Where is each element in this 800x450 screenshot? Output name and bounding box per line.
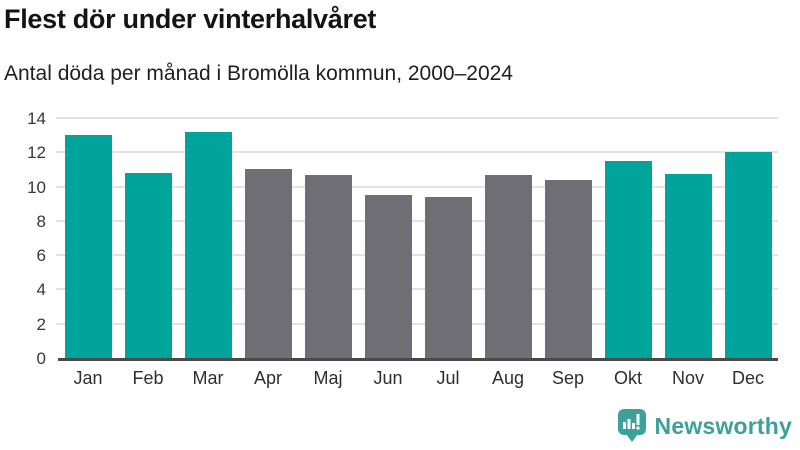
y-tick-label-12: 12: [27, 143, 46, 163]
bar-slot-aug: [478, 118, 538, 358]
x-tick-label-mar: Mar: [192, 368, 224, 388]
gridline-12: [56, 151, 778, 154]
bar-jan: [64, 135, 112, 358]
bar-slot-mar: [178, 118, 238, 358]
y-tick-label-0: 0: [36, 349, 46, 368]
x-tick-label-apr: Apr: [253, 368, 282, 388]
x-tick-label-feb: Feb: [132, 368, 164, 388]
bar-slot-okt: [598, 118, 658, 358]
bar-apr: [244, 169, 292, 358]
bar-feb: [124, 172, 172, 358]
x-tick-label-aug: Aug: [491, 368, 525, 388]
gridline-10: [56, 185, 778, 188]
y-tick-label-8: 8: [36, 211, 46, 231]
bar-jul: [424, 196, 472, 358]
gridline-6: [56, 254, 778, 257]
gridline-14: [56, 117, 778, 119]
y-tick-label-6: 6: [36, 246, 46, 266]
newsworthy-logo: Newsworthy: [617, 408, 792, 444]
bar-dec: [724, 152, 772, 358]
chart-title: Flest dör under vinterhalvåret: [4, 4, 377, 34]
bar-slot-jul: [418, 118, 478, 358]
x-tick-label-jan: Jan: [73, 368, 103, 388]
x-tick-label-okt: Okt: [613, 368, 642, 388]
bar-okt: [604, 160, 652, 358]
chart-subtitle: Antal döda per månad i Bromölla kommun, …: [4, 62, 513, 85]
bar-slot-apr: [238, 118, 298, 358]
y-tick-label-4: 4: [36, 280, 46, 300]
bar-aug: [484, 175, 532, 358]
bar-slot-maj: [298, 118, 358, 358]
bar-mar: [184, 131, 232, 358]
newsworthy-logo-text: Newsworthy: [654, 412, 792, 439]
bar-series: [58, 118, 778, 358]
bar-jun: [364, 195, 412, 358]
bar-nov: [664, 173, 712, 358]
x-axis-labels: Jan Feb Mar Apr Maj Jun Jul Aug Sep Okt Nov Dec: [58, 368, 778, 389]
bar-maj: [304, 175, 352, 358]
y-tick-label-2: 2: [36, 314, 46, 334]
bar-slot-jan: [58, 118, 118, 358]
bar-sep: [544, 179, 592, 358]
y-tick-label-14: 14: [27, 109, 46, 128]
bar-slot-nov: [658, 118, 718, 358]
bar-slot-feb: [118, 118, 178, 358]
bar-slot-jun: [358, 118, 418, 358]
bar-slot-dec: [718, 118, 778, 358]
gridline-4: [56, 288, 778, 291]
x-tick-label-nov: Nov: [671, 368, 704, 388]
x-tick-label-jul: Jul: [436, 368, 460, 388]
x-tick-label-jun: Jun: [373, 368, 403, 388]
gridline-8: [56, 219, 778, 222]
x-tick-label-maj: Maj: [313, 368, 343, 388]
x-tick-label-sep: Sep: [551, 368, 585, 388]
y-axis-labels: 0 2 4 6 8 10 12 14: [0, 109, 46, 368]
x-tick-label-dec: Dec: [731, 368, 764, 388]
newsworthy-logo-icon: [617, 409, 646, 442]
bar-slot-sep: [538, 118, 598, 358]
plot-area: [56, 117, 778, 361]
gridline-2: [56, 322, 778, 325]
y-tick-label-10: 10: [27, 177, 46, 197]
